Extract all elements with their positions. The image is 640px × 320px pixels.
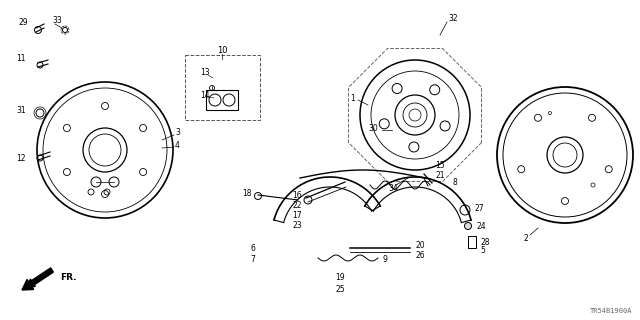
Text: 28: 28 <box>480 237 490 246</box>
Text: 22: 22 <box>292 201 302 210</box>
Text: 25: 25 <box>335 285 345 294</box>
Text: 17: 17 <box>292 211 302 220</box>
Text: 19: 19 <box>335 274 345 283</box>
Text: 7: 7 <box>250 255 255 265</box>
Bar <box>468 236 476 248</box>
Text: 21: 21 <box>435 171 445 180</box>
Bar <box>185 55 260 120</box>
Text: 18: 18 <box>243 188 252 197</box>
Text: 3: 3 <box>175 127 180 137</box>
Text: 8: 8 <box>452 178 457 187</box>
Text: TR54B1900A: TR54B1900A <box>589 308 632 314</box>
Text: 14: 14 <box>200 91 210 100</box>
Text: 15: 15 <box>435 161 445 170</box>
Text: 23: 23 <box>292 220 302 229</box>
Text: 33: 33 <box>52 15 61 25</box>
Text: 29: 29 <box>18 18 28 27</box>
Text: 26: 26 <box>415 251 424 260</box>
Text: 16: 16 <box>292 190 302 199</box>
Text: 13: 13 <box>200 68 210 76</box>
Text: 20: 20 <box>415 241 424 250</box>
Text: 2: 2 <box>524 234 528 243</box>
Text: FR.: FR. <box>60 274 77 283</box>
Bar <box>206 90 238 110</box>
Text: 30: 30 <box>368 124 378 132</box>
Text: 6: 6 <box>250 244 255 252</box>
Text: 12: 12 <box>16 154 26 163</box>
Text: 5: 5 <box>480 245 485 254</box>
Text: 4: 4 <box>175 140 180 149</box>
FancyArrow shape <box>22 268 53 290</box>
Text: 24: 24 <box>476 221 486 230</box>
Text: 27: 27 <box>474 204 484 212</box>
Text: 9: 9 <box>382 255 387 265</box>
Text: 11: 11 <box>16 53 26 62</box>
Text: 31: 31 <box>16 106 26 115</box>
Text: 32: 32 <box>448 13 458 22</box>
Text: 10: 10 <box>217 45 227 54</box>
Text: 1: 1 <box>350 93 355 102</box>
Circle shape <box>465 222 472 229</box>
Text: 34: 34 <box>388 183 397 193</box>
